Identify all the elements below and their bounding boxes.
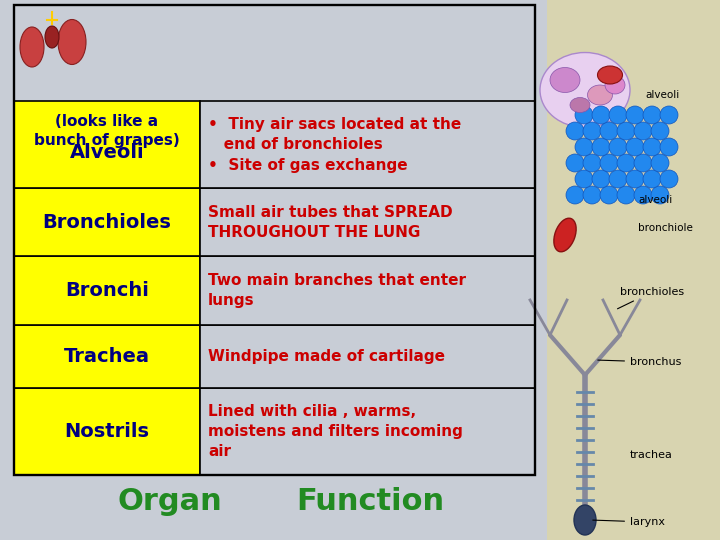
Circle shape <box>583 186 601 204</box>
Circle shape <box>617 154 635 172</box>
Ellipse shape <box>45 26 59 48</box>
Bar <box>14 102 200 188</box>
Circle shape <box>626 106 644 124</box>
Circle shape <box>592 170 610 188</box>
Ellipse shape <box>554 218 576 252</box>
Bar <box>200 256 535 325</box>
Circle shape <box>609 170 627 188</box>
Bar <box>14 256 200 325</box>
Circle shape <box>651 154 669 172</box>
Circle shape <box>566 122 584 140</box>
Text: Alveoli: Alveoli <box>70 143 144 163</box>
Text: Nostrils: Nostrils <box>65 422 150 441</box>
Circle shape <box>575 106 593 124</box>
Circle shape <box>617 122 635 140</box>
Circle shape <box>643 138 661 156</box>
Ellipse shape <box>550 68 580 92</box>
Bar <box>200 102 535 188</box>
Circle shape <box>609 138 627 156</box>
Text: alveoli: alveoli <box>645 90 679 100</box>
Bar <box>200 388 535 475</box>
Text: Small air tubes that SPREAD
THROUGHOUT THE LUNG: Small air tubes that SPREAD THROUGHOUT T… <box>208 205 453 240</box>
Text: Bronchi: Bronchi <box>65 281 149 300</box>
Bar <box>14 5 535 475</box>
Circle shape <box>626 138 644 156</box>
Text: bronchus: bronchus <box>598 357 681 367</box>
Circle shape <box>600 186 618 204</box>
Circle shape <box>600 122 618 140</box>
Circle shape <box>634 186 652 204</box>
Bar <box>14 388 200 475</box>
Circle shape <box>600 154 618 172</box>
Bar <box>14 325 200 388</box>
Circle shape <box>660 106 678 124</box>
Circle shape <box>651 186 669 204</box>
Circle shape <box>575 170 593 188</box>
Text: Two main branches that enter
lungs: Two main branches that enter lungs <box>208 273 466 308</box>
Ellipse shape <box>20 27 44 67</box>
Circle shape <box>566 154 584 172</box>
Bar <box>200 325 535 388</box>
Text: Bronchioles: Bronchioles <box>42 213 171 232</box>
Circle shape <box>634 154 652 172</box>
Ellipse shape <box>598 66 623 84</box>
Text: Organ: Organ <box>117 488 222 516</box>
Circle shape <box>583 122 601 140</box>
Ellipse shape <box>574 505 596 535</box>
Text: bronchioles: bronchioles <box>618 287 684 309</box>
Circle shape <box>566 186 584 204</box>
Bar <box>14 188 200 256</box>
Circle shape <box>651 122 669 140</box>
Circle shape <box>643 106 661 124</box>
Ellipse shape <box>605 76 625 94</box>
Text: (looks like a
bunch of grapes): (looks like a bunch of grapes) <box>34 114 180 147</box>
Circle shape <box>609 106 627 124</box>
Circle shape <box>592 106 610 124</box>
Text: Function: Function <box>296 488 444 516</box>
Circle shape <box>634 122 652 140</box>
Bar <box>547 270 720 540</box>
Circle shape <box>583 154 601 172</box>
Bar <box>547 0 720 270</box>
Circle shape <box>660 138 678 156</box>
Ellipse shape <box>540 52 630 127</box>
Text: alveoli: alveoli <box>638 195 672 205</box>
Text: Lined with cilia , warms,
moistens and filters incoming
air: Lined with cilia , warms, moistens and f… <box>208 403 463 460</box>
Text: trachea: trachea <box>630 450 673 460</box>
Text: bronchiole: bronchiole <box>638 223 693 233</box>
Circle shape <box>626 170 644 188</box>
Text: Trachea: Trachea <box>64 347 150 366</box>
Ellipse shape <box>58 19 86 64</box>
Text: larynx: larynx <box>593 517 665 527</box>
Circle shape <box>617 186 635 204</box>
Circle shape <box>643 170 661 188</box>
Ellipse shape <box>570 98 590 112</box>
Bar <box>200 188 535 256</box>
Circle shape <box>660 170 678 188</box>
Circle shape <box>592 138 610 156</box>
Ellipse shape <box>588 85 613 105</box>
Text: Windpipe made of cartilage: Windpipe made of cartilage <box>208 349 445 364</box>
Circle shape <box>575 138 593 156</box>
Text: •  Tiny air sacs located at the
   end of bronchioles
•  Site of gas exchange: • Tiny air sacs located at the end of br… <box>208 117 462 173</box>
